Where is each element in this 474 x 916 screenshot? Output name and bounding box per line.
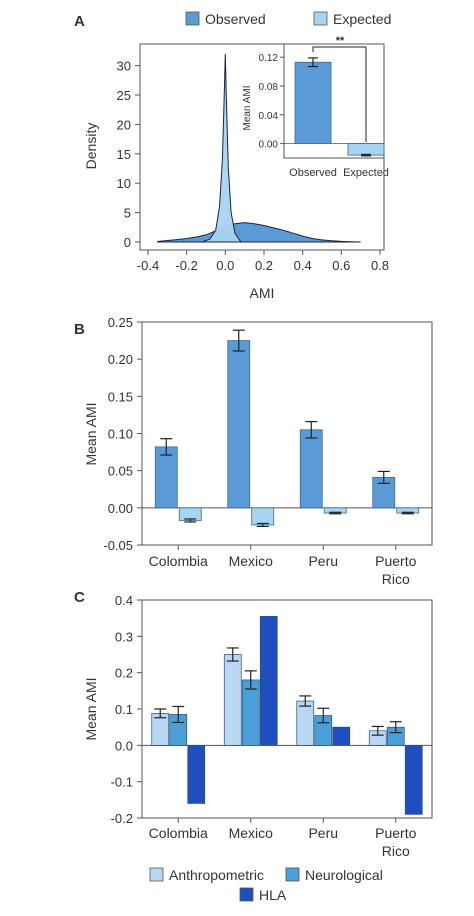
panel-c-ytick-label-6: 0.4 (115, 593, 133, 608)
panel-a-legend-observed-swatch (185, 11, 200, 26)
panel-c-plot-frame (141, 599, 433, 819)
panel-c-bar-anthropometric-1 (223, 654, 242, 746)
panel-c-legend-neurological-label: Neurological (305, 867, 383, 883)
panel-a-ytick-label-2: 10 (117, 176, 131, 191)
panel-b-ytick-label-6: 0.25 (108, 315, 133, 330)
panel-a-legend-observed-label: Observed (205, 11, 266, 27)
panel-a-ytick-label-1: 5 (124, 206, 131, 221)
panel-a-inset-significance-bracket (312, 46, 367, 142)
panel-a-xtick-label-2: 0.0 (216, 258, 234, 273)
panel-a-inset-ylabel: Mean AMI (242, 85, 253, 130)
panel-a-inset-ytick-label-0: 0.00 (259, 140, 279, 151)
panel-a-inset-xtick-label-0: Observed (289, 167, 337, 179)
panel-c-xtick-label-0-0: Colombia (149, 825, 208, 841)
panel-c-ytick-label-2: 0.0 (115, 738, 133, 753)
panel-b-ytick-label-2: 0.05 (108, 464, 133, 479)
panel-b-ytick-label-5: 0.20 (108, 352, 133, 367)
panel-b-ytick-label-4: 0.15 (108, 389, 133, 404)
panel-a-ytick-label-6: 30 (117, 59, 131, 74)
panel-a-inset-xtick-label-1: Expected (343, 167, 389, 179)
panel-b-bar-observed-1 (227, 340, 251, 509)
panel-b-xtick-label-3-0: Puerto (375, 553, 416, 569)
panel-a-ytick-label-3: 15 (117, 147, 131, 162)
panel-a-inset-bar-observed (294, 61, 332, 145)
panel-c-bar-hla-2 (332, 726, 351, 746)
panel-b-bar-expected-1 (251, 507, 275, 526)
panel-b-xtick-label-3-1: Rico (382, 571, 410, 587)
panel-a-ytick-label-0: 0 (124, 235, 131, 250)
panel-a-xlabel: AMI (250, 285, 275, 301)
panel-a-xtick-label-4: 0.4 (294, 258, 312, 273)
panel-c-ytick-label-0: -0.2 (111, 811, 133, 826)
panel-a-label: A (74, 13, 85, 30)
panel-c-xtick-label-2-0: Peru (308, 825, 338, 841)
panel-b-ytick-label-1: 0.00 (108, 501, 133, 516)
panel-b-xtick-label-0-0: Colombia (149, 553, 208, 569)
panel-a-inset-bar-expected (347, 143, 385, 156)
panel-a-legend-expected-label: Expected (333, 11, 391, 27)
panel-a-density-expected (201, 53, 242, 243)
panel-a-density-observed (157, 222, 361, 243)
panel-c-xtick-label-3-1: Rico (382, 843, 410, 859)
panel-a-xtick-label-1: -0.2 (175, 258, 197, 273)
panel-a-ylabel: Density (83, 123, 99, 170)
panel-b-xtick-label-1-0: Mexico (229, 553, 274, 569)
panel-b-bar-observed-2 (299, 429, 323, 509)
panel-c-legend-neurological-swatch (285, 867, 300, 882)
panel-c-bar-hla-3 (404, 744, 423, 815)
panel-b-ytick-label-0: -0.05 (103, 538, 133, 553)
panel-a-legend-expected-swatch (313, 11, 328, 26)
panel-c-bar-anthropometric-2 (296, 700, 315, 746)
panel-c-ylabel: Mean AMI (83, 677, 99, 740)
panel-a-inset-ytick-label-3: 0.12 (259, 53, 279, 64)
panel-c-label: C (74, 589, 85, 606)
panel-b-ytick-label-3: 0.10 (108, 427, 133, 442)
panel-a-inset-ytick-label-1: 0.04 (259, 111, 279, 122)
panel-b-xtick-label-2-0: Peru (308, 553, 338, 569)
panel-a-xtick-label-5: 0.6 (332, 258, 350, 273)
panel-c-ytick-label-4: 0.2 (115, 666, 133, 681)
panel-a-inset-ytick-label-2: 0.08 (259, 82, 279, 93)
panel-c-xtick-label-3-0: Puerto (375, 825, 416, 841)
panel-c-ytick-label-3: 0.1 (115, 702, 133, 717)
panel-b-bar-observed-0 (154, 446, 178, 509)
panel-a-inset-significance: ** (336, 35, 345, 47)
panel-c-ytick-label-1: -0.1 (111, 775, 133, 790)
panel-c-legend-anthropometric-label: Anthropometric (169, 867, 264, 883)
panel-c-legend-hla-label: HLA (259, 887, 287, 903)
panel-c-bar-hla-0 (187, 744, 206, 804)
panel-c-ytick-label-5: 0.3 (115, 629, 133, 644)
panel-c-legend-hla-swatch (239, 887, 254, 902)
panel-a-xtick-label-3: 0.2 (255, 258, 273, 273)
panel-a-xtick-label-6: 0.8 (371, 258, 389, 273)
panel-b-label: B (74, 321, 85, 338)
panel-c-bar-hla-1 (259, 615, 278, 746)
panel-a-ytick-label-5: 25 (117, 88, 131, 103)
panel-b-ylabel: Mean AMI (83, 402, 99, 465)
panel-c-xtick-label-1-0: Mexico (229, 825, 274, 841)
panel-c-bar-neurological-1 (241, 679, 260, 746)
panel-a-ytick-label-4: 20 (117, 117, 131, 132)
panel-c-legend-anthropometric-swatch (149, 867, 164, 882)
panel-a-xtick-label-0: -0.4 (137, 258, 159, 273)
